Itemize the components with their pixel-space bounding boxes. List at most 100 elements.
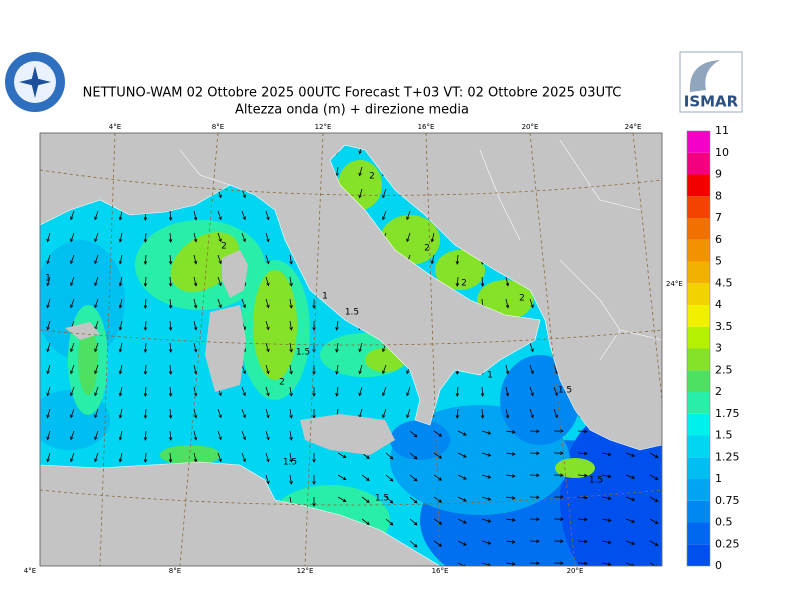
direction-arrow xyxy=(241,408,246,419)
direction-arrow xyxy=(265,408,270,419)
direction-arrow xyxy=(217,232,222,243)
direction-arrow xyxy=(94,386,99,397)
direction-arrow xyxy=(553,408,558,419)
direction-arrow xyxy=(241,452,246,463)
direction-arrow xyxy=(481,452,492,457)
direction-arrow xyxy=(193,452,198,463)
colorbar-swatch xyxy=(687,522,710,545)
direction-arrow xyxy=(505,276,510,287)
direction-arrow xyxy=(46,364,51,375)
direction-arrow xyxy=(46,452,51,463)
colorbar-swatch xyxy=(687,348,710,371)
colorbar-label: 4.5 xyxy=(715,276,733,289)
direction-arrow xyxy=(601,452,612,456)
direction-arrow xyxy=(289,298,293,309)
colorbar-label: 8 xyxy=(715,189,722,202)
direction-arrow xyxy=(143,320,148,331)
direction-arrow xyxy=(168,276,173,287)
top-lon-label: 4°E xyxy=(109,123,121,131)
direction-arrow xyxy=(529,495,540,500)
direction-arrow xyxy=(289,364,293,375)
right-lon-label: 24°E xyxy=(666,280,683,288)
direction-arrow xyxy=(312,299,316,309)
direction-arrow xyxy=(457,496,467,502)
direction-arrow xyxy=(385,474,394,482)
direction-arrow xyxy=(430,254,435,265)
direction-arrow xyxy=(70,232,75,243)
direction-arrow xyxy=(193,254,198,265)
direction-arrow xyxy=(505,430,516,434)
direction-arrow xyxy=(46,232,51,243)
contour-label: 2 xyxy=(221,242,227,252)
colorbar-label: 3.5 xyxy=(715,320,733,333)
direction-arrow xyxy=(118,232,123,243)
direction-arrow xyxy=(358,188,363,199)
direction-arrow xyxy=(217,276,222,287)
contour-label: 2 xyxy=(424,244,430,254)
colorbar-swatch xyxy=(687,218,710,240)
direction-arrow xyxy=(382,386,387,397)
direction-arrow xyxy=(433,540,443,547)
direction-arrow xyxy=(335,364,339,375)
direction-arrow xyxy=(649,540,659,546)
direction-arrow xyxy=(70,210,75,221)
direction-arrow xyxy=(505,474,516,478)
colorbar-label: 2 xyxy=(715,385,722,398)
direction-arrow xyxy=(480,276,485,287)
direction-arrow xyxy=(505,518,516,522)
direction-arrow xyxy=(217,298,222,309)
colorbar-label: 9 xyxy=(715,168,722,181)
colorbar-label: 1.25 xyxy=(715,450,740,463)
direction-arrow xyxy=(265,254,270,265)
direction-arrow xyxy=(94,254,99,265)
direction-arrow xyxy=(94,364,99,375)
direction-arrow xyxy=(289,320,293,331)
contour-label: 2 xyxy=(279,378,285,388)
direction-arrow xyxy=(312,453,316,463)
direction-arrow xyxy=(457,540,467,546)
colorbar-swatch xyxy=(687,283,710,305)
direction-arrow xyxy=(577,429,588,434)
map: 1 2 1.5 2 2 1 2 2 1.5 2 1.5 1.5 1.5 1 1.5 xyxy=(40,133,662,566)
direction-arrow xyxy=(625,540,636,545)
direction-arrow xyxy=(46,430,51,441)
direction-arrow xyxy=(46,276,51,287)
logo-text: ISMAR xyxy=(684,93,739,111)
direction-arrow xyxy=(94,408,99,419)
colorbar-swatch xyxy=(687,457,710,479)
direction-arrow xyxy=(409,518,418,526)
direction-arrow xyxy=(70,430,75,441)
contour-label: 2 xyxy=(519,294,525,304)
direction-arrow xyxy=(94,210,99,221)
contour-label: 2 xyxy=(369,172,375,182)
direction-arrow xyxy=(118,254,123,265)
direction-arrow xyxy=(337,474,347,481)
direction-arrow xyxy=(241,298,246,309)
direction-arrow xyxy=(70,342,75,353)
direction-arrow xyxy=(409,474,418,482)
direction-arrow xyxy=(265,474,270,485)
direction-arrow xyxy=(577,517,588,522)
direction-arrow xyxy=(601,496,612,500)
colorbar-swatch xyxy=(687,261,710,284)
direction-arrow xyxy=(143,276,148,287)
direction-arrow xyxy=(553,539,564,543)
direction-arrow xyxy=(649,452,659,458)
direction-arrow xyxy=(217,254,222,265)
colorbar-label: 7 xyxy=(715,211,722,224)
top-lon-label: 8°E xyxy=(212,123,224,131)
direction-arrow xyxy=(312,365,316,375)
direction-arrow xyxy=(337,452,347,459)
colorbar-swatch xyxy=(687,392,710,414)
direction-arrow xyxy=(505,540,516,544)
direction-arrow xyxy=(265,210,270,221)
direction-arrow xyxy=(168,408,173,419)
direction-arrow xyxy=(143,232,148,243)
direction-arrow xyxy=(553,386,558,397)
direction-arrow xyxy=(481,540,492,545)
colorbar-label: 1.75 xyxy=(715,407,740,420)
direction-arrow xyxy=(265,232,270,243)
direction-arrow xyxy=(385,518,394,526)
direction-arrow xyxy=(168,364,173,375)
direction-arrow xyxy=(385,496,394,504)
